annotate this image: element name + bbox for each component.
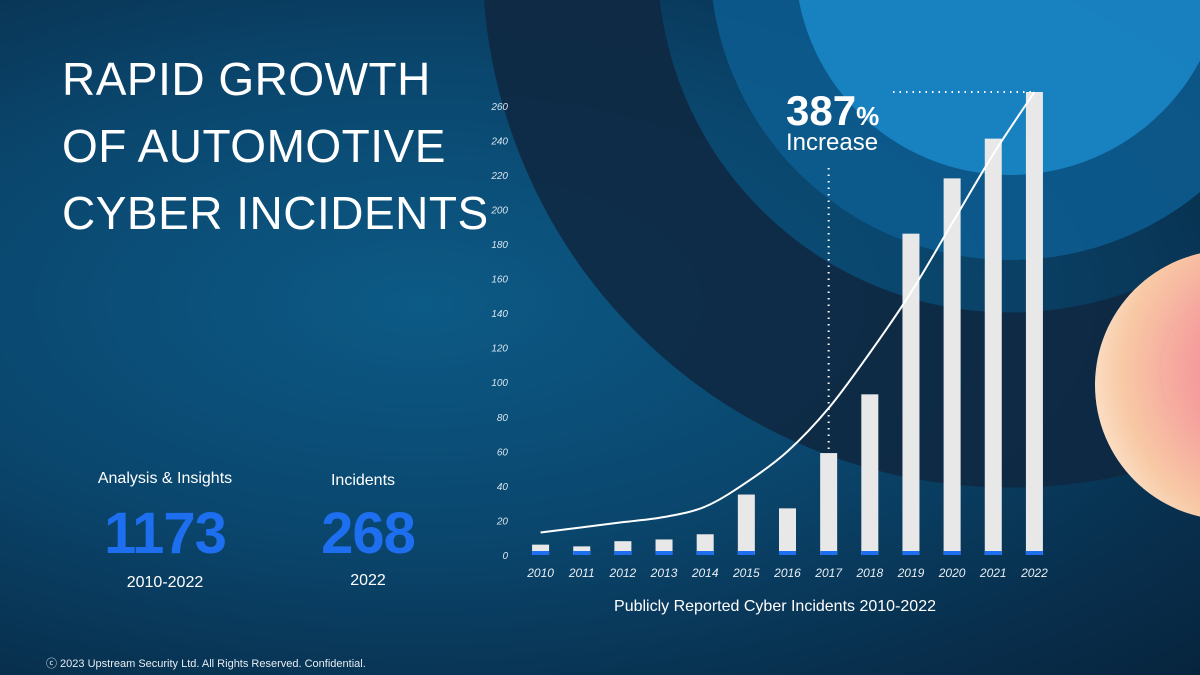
bar-base-2015 — [737, 551, 755, 555]
bar-base-2022 — [1025, 551, 1043, 555]
y-tick-label: 200 — [490, 205, 508, 216]
bar-base-2016 — [779, 551, 796, 555]
bar-base-2018 — [861, 551, 879, 555]
dark-arc-ring — [484, 0, 1200, 488]
percent-sign: % — [856, 101, 880, 131]
bar-series — [532, 92, 1043, 556]
bar-base-2013 — [655, 551, 673, 555]
bar-base-2017 — [820, 551, 838, 555]
x-tick-label: 2013 — [650, 566, 678, 580]
x-tick-label: 2022 — [1020, 566, 1048, 580]
bar-2019 — [902, 233, 920, 555]
bar-2014 — [696, 534, 714, 555]
y-tick-label: 260 — [490, 102, 508, 113]
y-tick-label: 80 — [497, 413, 509, 424]
pink-inner-ring — [1159, 302, 1200, 438]
y-tick-label: 60 — [497, 447, 509, 458]
x-tick-label: 2011 — [568, 566, 595, 580]
bar-2015 — [737, 494, 755, 555]
y-tick-label: 120 — [491, 344, 508, 355]
bar-base-2020 — [943, 551, 961, 555]
bar-base-2011 — [573, 551, 591, 555]
stat-analysis-label: Analysis & Insights — [97, 470, 233, 487]
y-tick-label: 160 — [491, 275, 508, 286]
stat-incidents-label: Incidents — [330, 472, 396, 489]
bar-2017 — [820, 453, 838, 555]
title-line: OF AUTOMOTIVE — [62, 120, 446, 172]
title-line: RAPID GROWTH — [62, 53, 431, 105]
y-tick-label: 20 — [496, 516, 509, 527]
x-tick-label: 2012 — [609, 566, 637, 580]
light-blue-circle — [798, 0, 1200, 175]
bar-base-2021 — [984, 551, 1002, 555]
pink-gradient-circle — [1095, 253, 1200, 517]
bar-base-2010 — [532, 551, 550, 555]
bar-base-2014 — [696, 551, 714, 555]
stat-analysis-period: 2010-2022 — [126, 574, 204, 591]
x-axis: 2010 2011 2012 2013 2014 2015 2016 2017 2018 2019… — [526, 566, 1048, 580]
x-tick-label: 2019 — [897, 566, 925, 580]
bar-2022 — [1025, 92, 1043, 555]
stat-analysis-value: 1173 — [104, 501, 227, 566]
y-tick-label: 180 — [491, 240, 508, 251]
bar-2011 — [573, 546, 591, 555]
y-axis: 0 20 40 60 80 100 120 140 160 180 200 220 240 260 — [490, 102, 508, 562]
increase-percent: 387% — [786, 88, 879, 139]
y-tick-label: 220 — [490, 171, 508, 182]
y-tick-label: 140 — [491, 309, 508, 320]
x-tick-label: 2016 — [773, 566, 801, 580]
x-tick-label: 2021 — [979, 566, 1007, 580]
bar-2020 — [943, 178, 961, 555]
stat-incidents-period: 2022 — [350, 572, 386, 589]
bar-base-2019 — [902, 551, 920, 555]
x-tick-label: 2020 — [938, 566, 966, 580]
bar-2021 — [984, 138, 1002, 556]
bar-base-2012 — [614, 551, 632, 555]
trend-line — [540, 91, 1036, 534]
y-tick-label: 0 — [502, 551, 508, 562]
y-tick-label: 100 — [491, 378, 508, 389]
bar-2018 — [861, 394, 879, 555]
y-tick-label: 240 — [490, 136, 508, 147]
bar-2010 — [532, 544, 550, 555]
increase-label: Increase — [786, 129, 879, 156]
copyright-footer: ⓒ 2023 Upstream Security Ltd. All Rights… — [46, 658, 366, 670]
x-tick-label: 2018 — [855, 566, 883, 580]
chart-title: Publicly Reported Cyber Incidents 2010-2… — [614, 598, 936, 615]
increase-value: 387 — [786, 87, 857, 134]
y-tick-label: 40 — [497, 482, 509, 493]
x-tick-label: 2015 — [732, 566, 760, 580]
title-line: CYBER INCIDENTS — [62, 187, 489, 239]
stat-incidents-value: 268 — [321, 501, 416, 566]
x-tick-label: 2010 — [526, 566, 554, 580]
bar-2016 — [779, 508, 796, 555]
x-tick-label: 2014 — [691, 566, 719, 580]
x-tick-label: 2017 — [814, 566, 843, 580]
page-title: RAPID GROWTH OF AUTOMOTIVE CYBER INCIDEN… — [62, 46, 489, 247]
